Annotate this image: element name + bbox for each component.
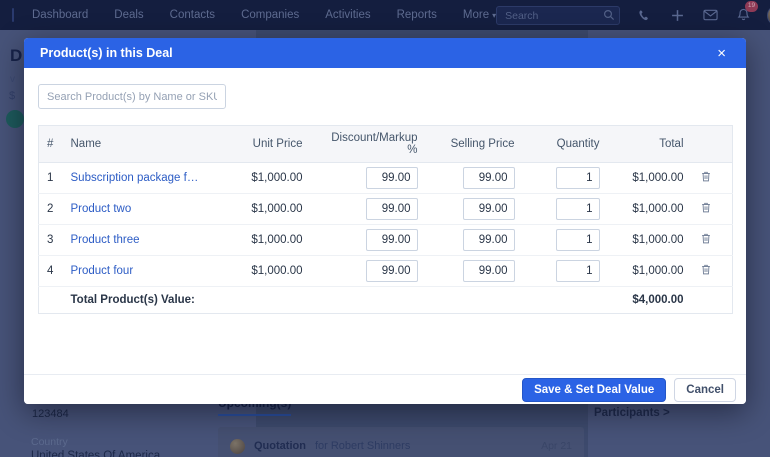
- chevron-down-icon: ▾: [492, 11, 497, 20]
- quantity-input[interactable]: [555, 198, 600, 220]
- modal-title: Product(s) in this Deal: [40, 46, 173, 60]
- bg-currency-fragment: $: [9, 90, 16, 102]
- notifications-bell-icon[interactable]: 19: [734, 1, 759, 24]
- global-search-input[interactable]: [496, 6, 621, 25]
- selling-price-input[interactable]: [462, 260, 515, 282]
- total-cell: $1,000.00: [607, 224, 692, 256]
- nav-item-activities[interactable]: Activities: [325, 9, 371, 21]
- discount-input[interactable]: [365, 198, 418, 220]
- activity-date: Apr 21: [541, 440, 572, 452]
- activity-title: Quotation: [254, 440, 306, 452]
- table-total-row: Total Product(s) Value: $4,000.00: [38, 286, 733, 314]
- modal-footer: Save & Set Deal Value Cancel: [24, 374, 746, 404]
- nav-item-more[interactable]: More ▾: [463, 9, 496, 21]
- cancel-button[interactable]: Cancel: [674, 377, 736, 402]
- bg-stage-dot: [6, 110, 24, 128]
- total-label: Total Product(s) Value:: [62, 286, 209, 314]
- bg-deal-number: 123484: [32, 408, 69, 420]
- total-value: $4,000.00: [607, 286, 692, 314]
- unit-price-cell: $1,000.00: [208, 224, 311, 256]
- col-header-total: Total: [607, 125, 692, 163]
- selling-price-input[interactable]: [462, 167, 515, 189]
- nav-item-companies[interactable]: Companies: [241, 9, 300, 21]
- nav-item-deals[interactable]: Deals: [114, 9, 144, 21]
- quantity-input[interactable]: [555, 229, 600, 251]
- bg-participants-link: Participants >: [594, 407, 670, 419]
- product-search-input[interactable]: [38, 84, 226, 109]
- activity-avatar: [230, 438, 245, 454]
- col-header-actions: [691, 125, 733, 163]
- main-menu: Dashboard Deals Contacts Companies Activ…: [32, 9, 496, 21]
- email-icon[interactable]: [701, 6, 719, 24]
- notification-badge: 19: [744, 1, 759, 12]
- table-row: 4 Product four $1,000.00 $1,000.00: [38, 255, 733, 287]
- table-row: 3 Product three $1,000.00 $1,000.00: [38, 224, 733, 256]
- app-logo-icon[interactable]: [12, 8, 14, 22]
- col-header-selling-price: Selling Price: [425, 125, 523, 163]
- global-search: [496, 6, 621, 25]
- activity-card: Quotation for Robert Shinners Apr 21: [218, 427, 584, 457]
- table-row: 2 Product two $1,000.00 $1,000.00: [38, 193, 733, 225]
- bg-text-fragment: v: [10, 74, 15, 85]
- save-deal-value-button[interactable]: Save & Set Deal Value: [522, 377, 667, 402]
- add-icon[interactable]: [668, 6, 686, 24]
- delete-row-icon[interactable]: [700, 263, 712, 279]
- col-header-discount: Discount/Markup %: [310, 125, 426, 163]
- total-cell: $1,000.00: [607, 162, 692, 194]
- unit-price-cell: $1,000.00: [208, 162, 311, 194]
- quantity-input[interactable]: [555, 260, 600, 282]
- close-icon[interactable]: ×: [717, 44, 726, 62]
- row-index: 3: [38, 224, 63, 256]
- col-header-name: Name: [62, 125, 209, 163]
- unit-price-cell: $1,000.00: [208, 255, 311, 287]
- bg-country-label: Country: [31, 436, 68, 448]
- discount-input[interactable]: [365, 229, 418, 251]
- product-name-link[interactable]: Subscription package for 2 users...: [70, 172, 201, 184]
- products-table: # Name Unit Price Discount/Markup % Sell…: [38, 125, 733, 314]
- total-cell: $1,000.00: [607, 255, 692, 287]
- delete-row-icon[interactable]: [700, 170, 712, 186]
- nav-item-dashboard[interactable]: Dashboard: [32, 9, 89, 21]
- col-header-quantity: Quantity: [522, 125, 608, 163]
- discount-input[interactable]: [365, 260, 418, 282]
- row-index: 1: [38, 162, 63, 194]
- products-modal: Product(s) in this Deal × # Name Unit Pr…: [24, 38, 746, 404]
- bg-country-value: United States Of America: [31, 450, 161, 457]
- col-header-index: #: [38, 125, 63, 163]
- nav-actions: 19: [496, 1, 770, 26]
- selling-price-input[interactable]: [462, 198, 515, 220]
- top-nav: Dashboard Deals Contacts Companies Activ…: [0, 0, 770, 30]
- nav-more-label: More: [462, 9, 490, 21]
- unit-price-cell: $1,000.00: [208, 193, 311, 225]
- modal-body: # Name Unit Price Discount/Markup % Sell…: [24, 68, 746, 314]
- discount-input[interactable]: [365, 167, 418, 189]
- modal-header: Product(s) in this Deal ×: [24, 38, 746, 68]
- nav-item-contacts[interactable]: Contacts: [169, 9, 216, 21]
- product-name-link[interactable]: Product two: [70, 203, 132, 215]
- bg-deal-name-fragment: D: [10, 46, 23, 65]
- quantity-input[interactable]: [555, 167, 600, 189]
- phone-icon[interactable]: [635, 6, 653, 24]
- delete-row-icon[interactable]: [700, 232, 712, 248]
- selling-price-input[interactable]: [462, 229, 515, 251]
- table-row: 1 Subscription package for 2 users... $1…: [38, 162, 733, 194]
- search-icon: [604, 9, 615, 20]
- delete-row-icon[interactable]: [700, 201, 712, 217]
- product-name-link[interactable]: Product four: [70, 265, 134, 277]
- product-name-link[interactable]: Product three: [70, 234, 140, 246]
- total-cell: $1,000.00: [607, 193, 692, 225]
- row-index: 2: [38, 193, 63, 225]
- row-index: 4: [38, 255, 63, 287]
- nav-item-reports[interactable]: Reports: [396, 9, 437, 21]
- table-header-row: # Name Unit Price Discount/Markup % Sell…: [38, 125, 733, 163]
- col-header-unit-price: Unit Price: [208, 125, 311, 163]
- activity-subtitle: for Robert Shinners: [314, 440, 411, 452]
